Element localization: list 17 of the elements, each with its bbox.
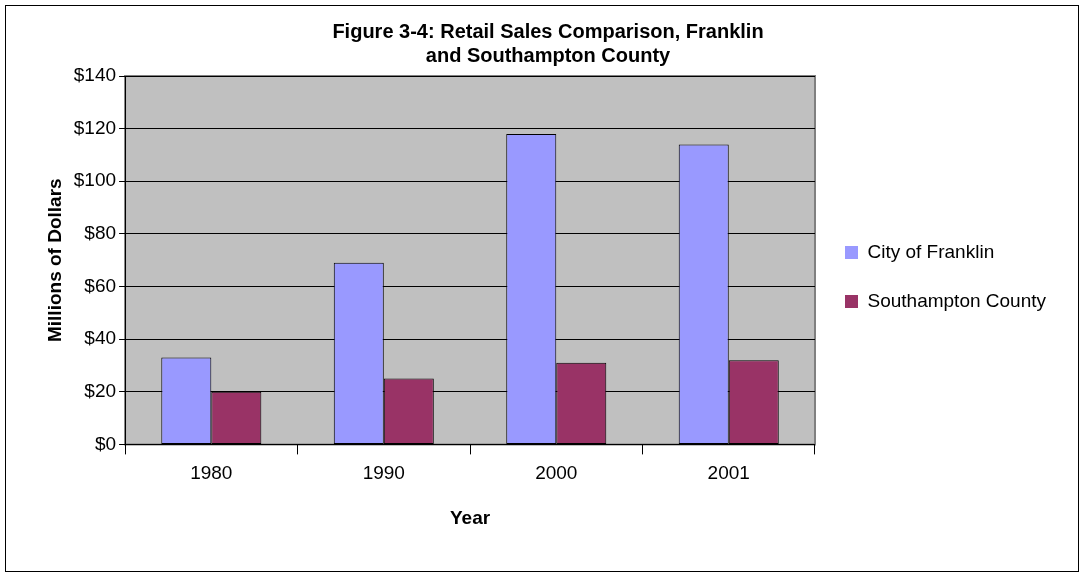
x-tick-label: 2001 — [707, 462, 750, 484]
y-tick-label: $80 — [84, 222, 117, 244]
x-axis-title: Year — [449, 506, 491, 528]
legend-label: Southampton County — [867, 289, 1047, 311]
y-tick-label: $40 — [84, 327, 117, 349]
chart-title: Figure 3-4: Retail Sales Comparison, Franklin and Southampton County — [332, 19, 764, 66]
y-tick-label: $0 — [94, 432, 117, 454]
x-tick-label: 2000 — [535, 462, 578, 484]
y-tick-label: $100 — [73, 169, 117, 191]
x-tick-label: 1990 — [362, 462, 405, 484]
y-axis-title: Millions of Dollars — [43, 178, 65, 343]
legend-label: City of Franklin — [867, 240, 995, 262]
y-tick-label: $60 — [84, 274, 117, 296]
y-tick-label: $140 — [73, 64, 117, 86]
y-tick-label: $20 — [84, 380, 117, 402]
x-tick-label: 1980 — [190, 462, 233, 484]
y-tick-label: $120 — [73, 116, 117, 138]
